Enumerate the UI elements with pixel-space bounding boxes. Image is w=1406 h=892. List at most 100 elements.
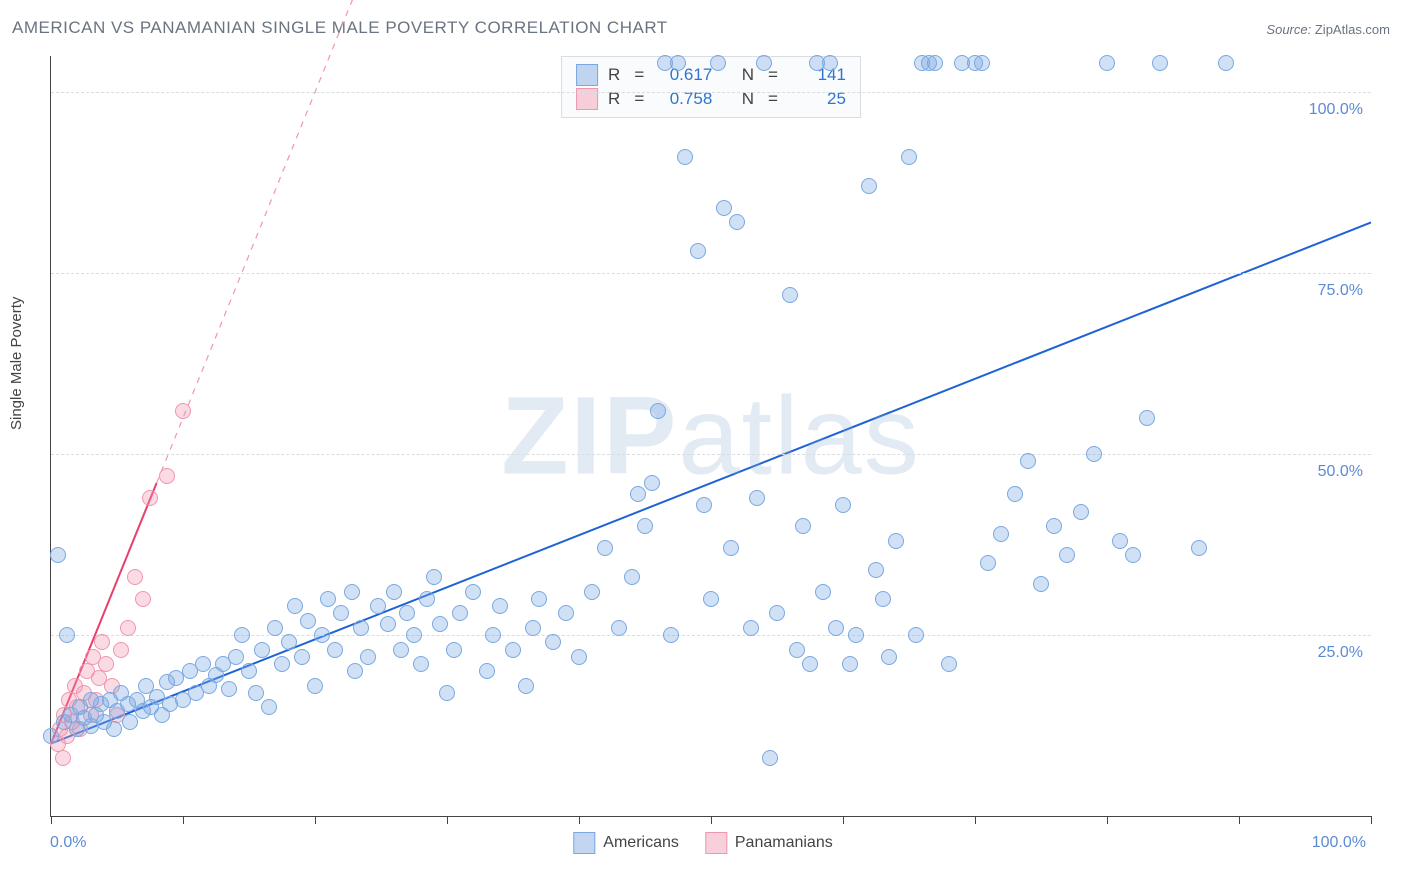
data-point-panamanian (120, 620, 136, 636)
data-point-panamanian (98, 656, 114, 672)
data-point-american (439, 685, 455, 701)
data-point-american (723, 540, 739, 556)
data-point-american (1059, 547, 1075, 563)
data-point-american (974, 55, 990, 71)
data-point-american (584, 584, 600, 600)
x-tick (315, 816, 316, 824)
n-label: N (742, 63, 754, 87)
data-point-american (307, 678, 323, 694)
data-point-american (624, 569, 640, 585)
data-point-american (795, 518, 811, 534)
data-point-panamanian (175, 403, 191, 419)
data-point-american (261, 699, 277, 715)
data-point-american (789, 642, 805, 658)
data-point-american (677, 149, 693, 165)
data-point-american (597, 540, 613, 556)
data-point-american (525, 620, 541, 636)
eq-sign: = (768, 87, 778, 111)
source-label: Source: (1266, 22, 1311, 37)
data-point-american (756, 55, 772, 71)
chart-plot-area: ZIPatlas R = 0.617 N = 141 R = 0.758 N =… (50, 56, 1371, 817)
data-point-american (1033, 576, 1049, 592)
data-point-american (353, 620, 369, 636)
data-point-american (815, 584, 831, 600)
data-point-american (531, 591, 547, 607)
chart-title: AMERICAN VS PANAMANIAN SINGLE MALE POVER… (12, 18, 668, 38)
data-point-american (545, 634, 561, 650)
trend-lines-layer (51, 56, 1371, 816)
data-point-american (868, 562, 884, 578)
data-point-american (50, 547, 66, 563)
data-point-american (106, 721, 122, 737)
x-axis-label-min: 0.0% (50, 834, 86, 852)
swatch-americans-icon (576, 64, 598, 86)
data-point-american (287, 598, 303, 614)
data-point-american (446, 642, 462, 658)
data-point-american (828, 620, 844, 636)
data-point-american (399, 605, 415, 621)
data-point-american (248, 685, 264, 701)
x-axis-label-max: 100.0% (1312, 834, 1366, 852)
data-point-american (1073, 504, 1089, 520)
data-point-american (611, 620, 627, 636)
data-point-american (314, 627, 330, 643)
source-attribution: Source: ZipAtlas.com (1266, 22, 1390, 37)
n-label: N (742, 87, 754, 111)
n-value-panamanians: 25 (792, 87, 846, 111)
data-point-american (842, 656, 858, 672)
data-point-american (320, 591, 336, 607)
data-point-american (650, 403, 666, 419)
data-point-american (370, 598, 386, 614)
data-point-american (234, 627, 250, 643)
x-tick (711, 816, 712, 824)
data-point-american (241, 663, 257, 679)
data-point-american (347, 663, 363, 679)
data-point-panamanian (94, 634, 110, 650)
data-point-american (1218, 55, 1234, 71)
data-point-american (1099, 55, 1115, 71)
swatch-americans-icon (573, 832, 595, 854)
data-point-american (802, 656, 818, 672)
x-tick (579, 816, 580, 824)
gridline-horizontal (51, 92, 1371, 93)
source-value: ZipAtlas.com (1315, 22, 1390, 37)
data-point-american (571, 649, 587, 665)
data-point-american (927, 55, 943, 71)
data-point-american (762, 750, 778, 766)
data-point-american (122, 714, 138, 730)
gridline-horizontal (51, 454, 1371, 455)
data-point-american (432, 616, 448, 632)
data-point-american (294, 649, 310, 665)
eq-sign: = (634, 63, 644, 87)
data-point-american (485, 627, 501, 643)
legend-label-americans: Americans (603, 834, 679, 852)
data-point-panamanian (135, 591, 151, 607)
data-point-american (696, 497, 712, 513)
data-point-american (901, 149, 917, 165)
data-point-american (300, 613, 316, 629)
data-point-american (518, 678, 534, 694)
y-tick-label: 100.0% (1309, 101, 1363, 119)
data-point-american (690, 243, 706, 259)
data-point-american (710, 55, 726, 71)
data-point-american (749, 490, 765, 506)
data-point-american (1152, 55, 1168, 71)
y-tick-label: 50.0% (1318, 463, 1363, 481)
data-point-american (419, 591, 435, 607)
legend-item-panamanians: Panamanians (705, 832, 833, 854)
x-tick (183, 816, 184, 824)
data-point-american (861, 178, 877, 194)
data-point-american (670, 55, 686, 71)
data-point-panamanian (113, 642, 129, 658)
data-point-american (327, 642, 343, 658)
swatch-panamanians-icon (705, 832, 727, 854)
data-point-american (703, 591, 719, 607)
data-point-american (1086, 446, 1102, 462)
data-point-american (663, 627, 679, 643)
y-tick-label: 25.0% (1318, 644, 1363, 662)
data-point-american (637, 518, 653, 534)
data-point-american (1125, 547, 1141, 563)
data-point-american (835, 497, 851, 513)
data-point-american (360, 649, 376, 665)
data-point-american (993, 526, 1009, 542)
